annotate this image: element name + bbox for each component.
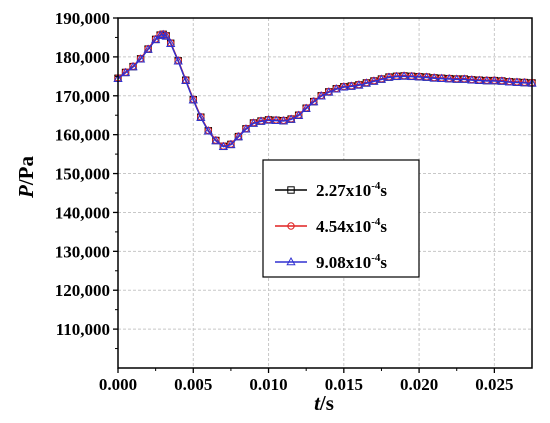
data-point — [324, 87, 334, 96]
data-point — [459, 74, 469, 83]
tick-labels: 0.000 0.005 0.010 0.015 0.020 0.025 110,000 120… — [55, 9, 514, 394]
y-tick-label: 180,000 — [55, 48, 110, 67]
data-point — [161, 31, 171, 40]
data-point — [120, 67, 131, 77]
legend-label: 9.08x10-4s — [316, 252, 387, 272]
axes — [113, 17, 533, 373]
legend-marker — [287, 186, 295, 194]
data-point — [241, 124, 251, 133]
series-line — [117, 33, 533, 148]
y-tick-label: 120,000 — [55, 281, 110, 300]
legend-marker — [287, 222, 295, 230]
x-tick-label: 0.000 — [99, 375, 137, 394]
data-point — [166, 38, 176, 47]
legend-label: 4.54x10-4s — [316, 216, 387, 236]
data-point — [406, 71, 417, 81]
series-square — [114, 30, 536, 151]
data-point — [399, 71, 409, 80]
data-point — [248, 118, 259, 127]
data-point — [301, 103, 311, 112]
legend: 2.27x10-4s 4.54x10-4s 9.08x10-4s — [262, 159, 420, 278]
series-circle — [114, 30, 536, 150]
data-point — [150, 34, 161, 44]
data-point — [339, 82, 349, 91]
legend-label: 2.27x10-4s — [316, 180, 387, 200]
x-tick-label: 0.015 — [325, 375, 363, 394]
series-line — [117, 33, 533, 147]
data-point — [316, 91, 326, 100]
series-triangle — [113, 29, 537, 151]
data-point — [181, 75, 191, 84]
data-point — [497, 76, 507, 85]
data-point — [278, 116, 289, 125]
x-axis-variable: t — [314, 391, 321, 415]
x-tick-label: 0.020 — [400, 375, 438, 394]
data-point — [286, 114, 296, 123]
y-tick-label: 170,000 — [55, 87, 110, 106]
data-point — [474, 75, 484, 84]
x-axis-label: t/s — [314, 391, 334, 415]
series-line — [117, 33, 533, 148]
data-point — [429, 73, 439, 82]
y-tick-label: 190,000 — [55, 9, 110, 28]
data-point — [294, 110, 304, 119]
y-axis-variable: P — [14, 185, 38, 199]
data-point — [218, 141, 229, 151]
data-point — [155, 30, 165, 39]
data-point — [203, 126, 213, 135]
data-point — [369, 76, 379, 85]
data-point — [188, 95, 198, 104]
data-point — [143, 44, 153, 53]
y-tick-label: 130,000 — [55, 242, 110, 261]
data-point — [233, 131, 244, 141]
data-point — [452, 74, 462, 83]
data-point — [211, 135, 221, 145]
data-point — [504, 77, 515, 86]
data-point — [309, 96, 319, 106]
data-point — [421, 72, 432, 81]
y-axis-label: P/Pa — [14, 156, 38, 199]
series-lines — [113, 29, 537, 151]
data-point — [384, 72, 394, 81]
legend-frame — [262, 159, 420, 278]
x-tick-label: 0.025 — [475, 375, 513, 394]
data-point — [489, 75, 500, 85]
data-point — [391, 71, 402, 81]
data-point — [512, 77, 522, 86]
data-point — [437, 73, 447, 82]
data-point — [173, 56, 183, 65]
data-point — [467, 75, 477, 84]
data-point — [519, 77, 530, 87]
data-point — [376, 74, 387, 83]
data-point — [444, 74, 454, 83]
data-point — [196, 112, 206, 121]
y-tick-label: 140,000 — [55, 203, 110, 222]
data-point — [354, 80, 364, 89]
y-tick-label: 150,000 — [55, 165, 110, 184]
y-tick-label: 160,000 — [55, 126, 110, 145]
data-point — [226, 139, 236, 149]
data-point — [414, 72, 424, 81]
x-tick-label: 0.010 — [249, 375, 287, 394]
y-axis-unit: /Pa — [14, 156, 38, 187]
data-point — [271, 115, 281, 124]
data-point — [331, 84, 341, 93]
data-point — [256, 116, 266, 125]
data-point — [263, 115, 274, 124]
x-axis-unit: /s — [319, 391, 334, 415]
legend-marker — [286, 256, 296, 266]
data-point — [482, 75, 492, 85]
y-tick-label: 110,000 — [56, 320, 110, 339]
data-point — [346, 81, 356, 90]
data-point — [361, 78, 372, 87]
data-point — [135, 54, 146, 63]
x-tick-label: 0.005 — [174, 375, 212, 394]
data-point — [128, 61, 138, 71]
